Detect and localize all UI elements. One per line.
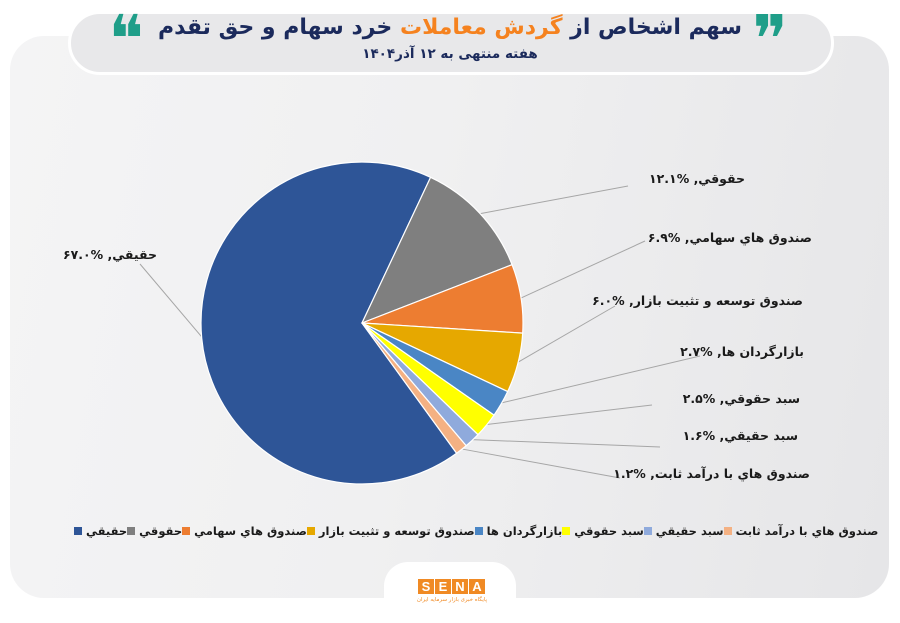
chart-title: سهم اشخاص از گردش معاملات خرد سهام و حق … [150, 14, 750, 42]
legend-label: صندوق هاي سهامي [194, 524, 307, 538]
leader-line [471, 439, 661, 448]
title-part-2: خرد سهام و حق تقدم [157, 15, 393, 40]
legend-label: حقوقي [139, 524, 183, 538]
logo-letter: S [418, 579, 434, 594]
legend-item-equity-funds: صندوق هاي سهامي [182, 523, 307, 539]
legend-marker-square-icon [306, 527, 315, 535]
data-label-legal-portfolio: سبد حقوقي, %۲.۵ [682, 391, 800, 406]
sena-logo: S E N A [418, 579, 485, 594]
leader-line [478, 185, 629, 215]
leader-line [516, 305, 616, 364]
legend-item-market-stabilization-fund: صندوق توسعه و تثبيت بازار [306, 523, 475, 539]
legend-item-hoghooghi: حقوقي [127, 523, 182, 539]
title-part-1: سهم اشخاص از [570, 15, 742, 40]
leader-line [460, 448, 621, 479]
legend-marker-square-icon [562, 527, 571, 535]
close-quote-icon: ❞ [752, 1, 788, 78]
legend-marker-square-icon [723, 527, 732, 535]
legend-marker-square-icon [474, 527, 483, 535]
legend-marker-square-icon [74, 527, 82, 535]
leader-lines [139, 185, 701, 479]
logo-caption: پایگاه خبری بازار سرمایه ایران [416, 597, 488, 603]
pie-slices [200, 161, 524, 485]
logo-letter: N [452, 579, 468, 594]
data-label-equity-funds: صندوق هاي سهامي, %۶.۹ [647, 230, 812, 245]
legend-item-legal-portfolio: سبد حقوقي [562, 523, 644, 539]
legend-label: حقيقي [86, 524, 128, 538]
pie-slice [361, 176, 513, 324]
legend-item-individual-portfolio: سبد حقيقي [643, 523, 724, 539]
chart-subtitle: هفته منتهی به ۱۲ آذر۱۴۰۴ [362, 46, 538, 62]
open-quote-icon: ❝ [108, 1, 144, 78]
legend-item-haghighi: حقيقي [74, 523, 127, 539]
logo-letter: E [435, 579, 451, 594]
data-label-hoghooghi: حقوقي, %۱۲.۱ [649, 171, 745, 186]
chart-legend: حقيقي حقوقي صندوق هاي سهامي صندوق توسعه … [74, 522, 878, 540]
data-label-market-stabilization-fund: صندوق توسعه و تثبيت بازار, %۶.۰ [592, 293, 803, 308]
leader-line [139, 263, 204, 339]
legend-item-market-makers: بازارگردان ها [474, 523, 563, 539]
leader-line [519, 240, 646, 299]
logo-letter: A [469, 579, 485, 594]
leader-line [500, 355, 701, 404]
legend-marker-square-icon [643, 527, 652, 535]
legend-marker-square-icon [182, 527, 191, 535]
legend-label: صندوق توسعه و تثبيت بازار [318, 524, 475, 538]
header-pill [68, 11, 834, 75]
pie-slice [200, 161, 458, 485]
legend-label: سبد حقيقي [655, 524, 724, 538]
data-label-fixed-income-funds: صندوق هاي با درآمد ثابت, %۱.۲ [613, 466, 810, 481]
legend-label: بازارگردان ها [486, 524, 563, 538]
title-highlight: گردش معاملات [399, 15, 563, 40]
data-label-market-makers: بازارگردان ها, %۲.۷ [680, 344, 804, 359]
legend-marker-square-icon [127, 527, 136, 535]
data-label-haghighi: حقيقي, %۶۷.۰ [62, 247, 157, 262]
legend-label: صندوق هاي با درآمد ثابت [735, 524, 879, 538]
legend-item-fixed-income-funds: صندوق هاي با درآمد ثابت [723, 523, 879, 539]
legend-label: سبد حقوقي [574, 524, 644, 538]
pie-slice [361, 322, 467, 454]
leader-line [485, 404, 653, 426]
data-label-individual-portfolio: سبد حقيقي, %۱.۶ [682, 428, 798, 443]
